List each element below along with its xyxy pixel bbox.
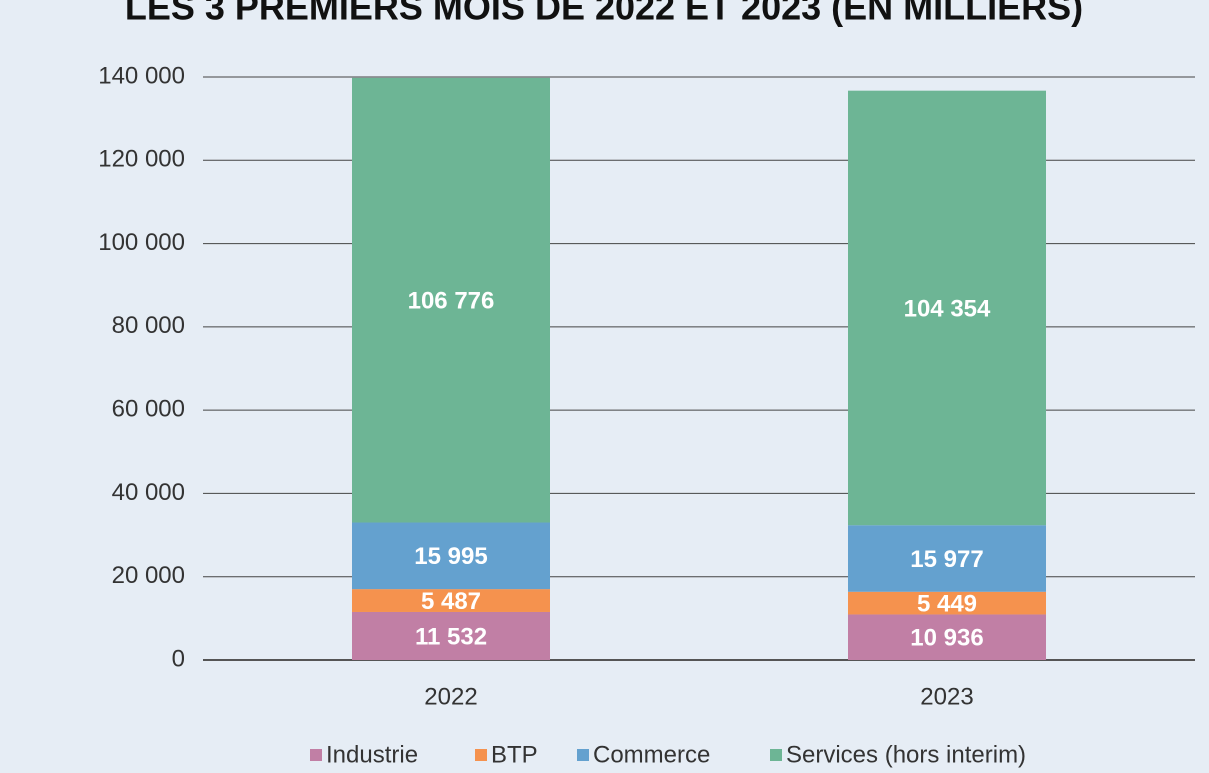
- bar-segment: [352, 611, 550, 660]
- data-label: 11 532: [415, 623, 487, 650]
- legend-swatch: [475, 749, 487, 761]
- bar-segment: [352, 522, 550, 590]
- legend-label: BTP: [491, 741, 538, 768]
- bar-segment: [848, 591, 1046, 615]
- data-label: 5 449: [917, 590, 977, 617]
- y-tick-label: 0: [172, 645, 185, 672]
- x-tick-label: 2023: [920, 683, 973, 710]
- data-label: 15 995: [414, 543, 487, 570]
- y-tick-label: 120 000: [98, 146, 185, 173]
- data-label: 106 776: [408, 288, 495, 315]
- legend-label: Commerce: [593, 741, 710, 768]
- chart-title: LES 3 PREMIERS MOIS DE 2022 ET 2023 (EN …: [125, 0, 1083, 28]
- bar-segment: [352, 77, 550, 523]
- legend-swatch: [310, 749, 322, 761]
- y-tick-label: 100 000: [98, 229, 185, 256]
- legend-swatch: [577, 749, 589, 761]
- legend-swatch: [770, 749, 782, 761]
- y-tick-label: 60 000: [112, 395, 185, 422]
- bar-segment: [848, 90, 1046, 526]
- y-tick-label: 140 000: [98, 62, 185, 89]
- data-label: 104 354: [904, 295, 991, 322]
- y-tick-label: 80 000: [112, 312, 185, 339]
- x-tick-label: 2022: [424, 683, 477, 710]
- bar-segment: [848, 525, 1046, 592]
- bar-segment: [352, 589, 550, 612]
- legend-label: Services (hors interim): [786, 741, 1026, 768]
- data-label: 15 977: [910, 546, 983, 573]
- y-tick-label: 20 000: [112, 562, 185, 589]
- data-label: 10 936: [910, 625, 983, 652]
- data-label: 5 487: [421, 588, 481, 615]
- legend-label: Industrie: [326, 741, 418, 768]
- bar-segment: [848, 614, 1046, 660]
- y-tick-label: 40 000: [112, 479, 185, 506]
